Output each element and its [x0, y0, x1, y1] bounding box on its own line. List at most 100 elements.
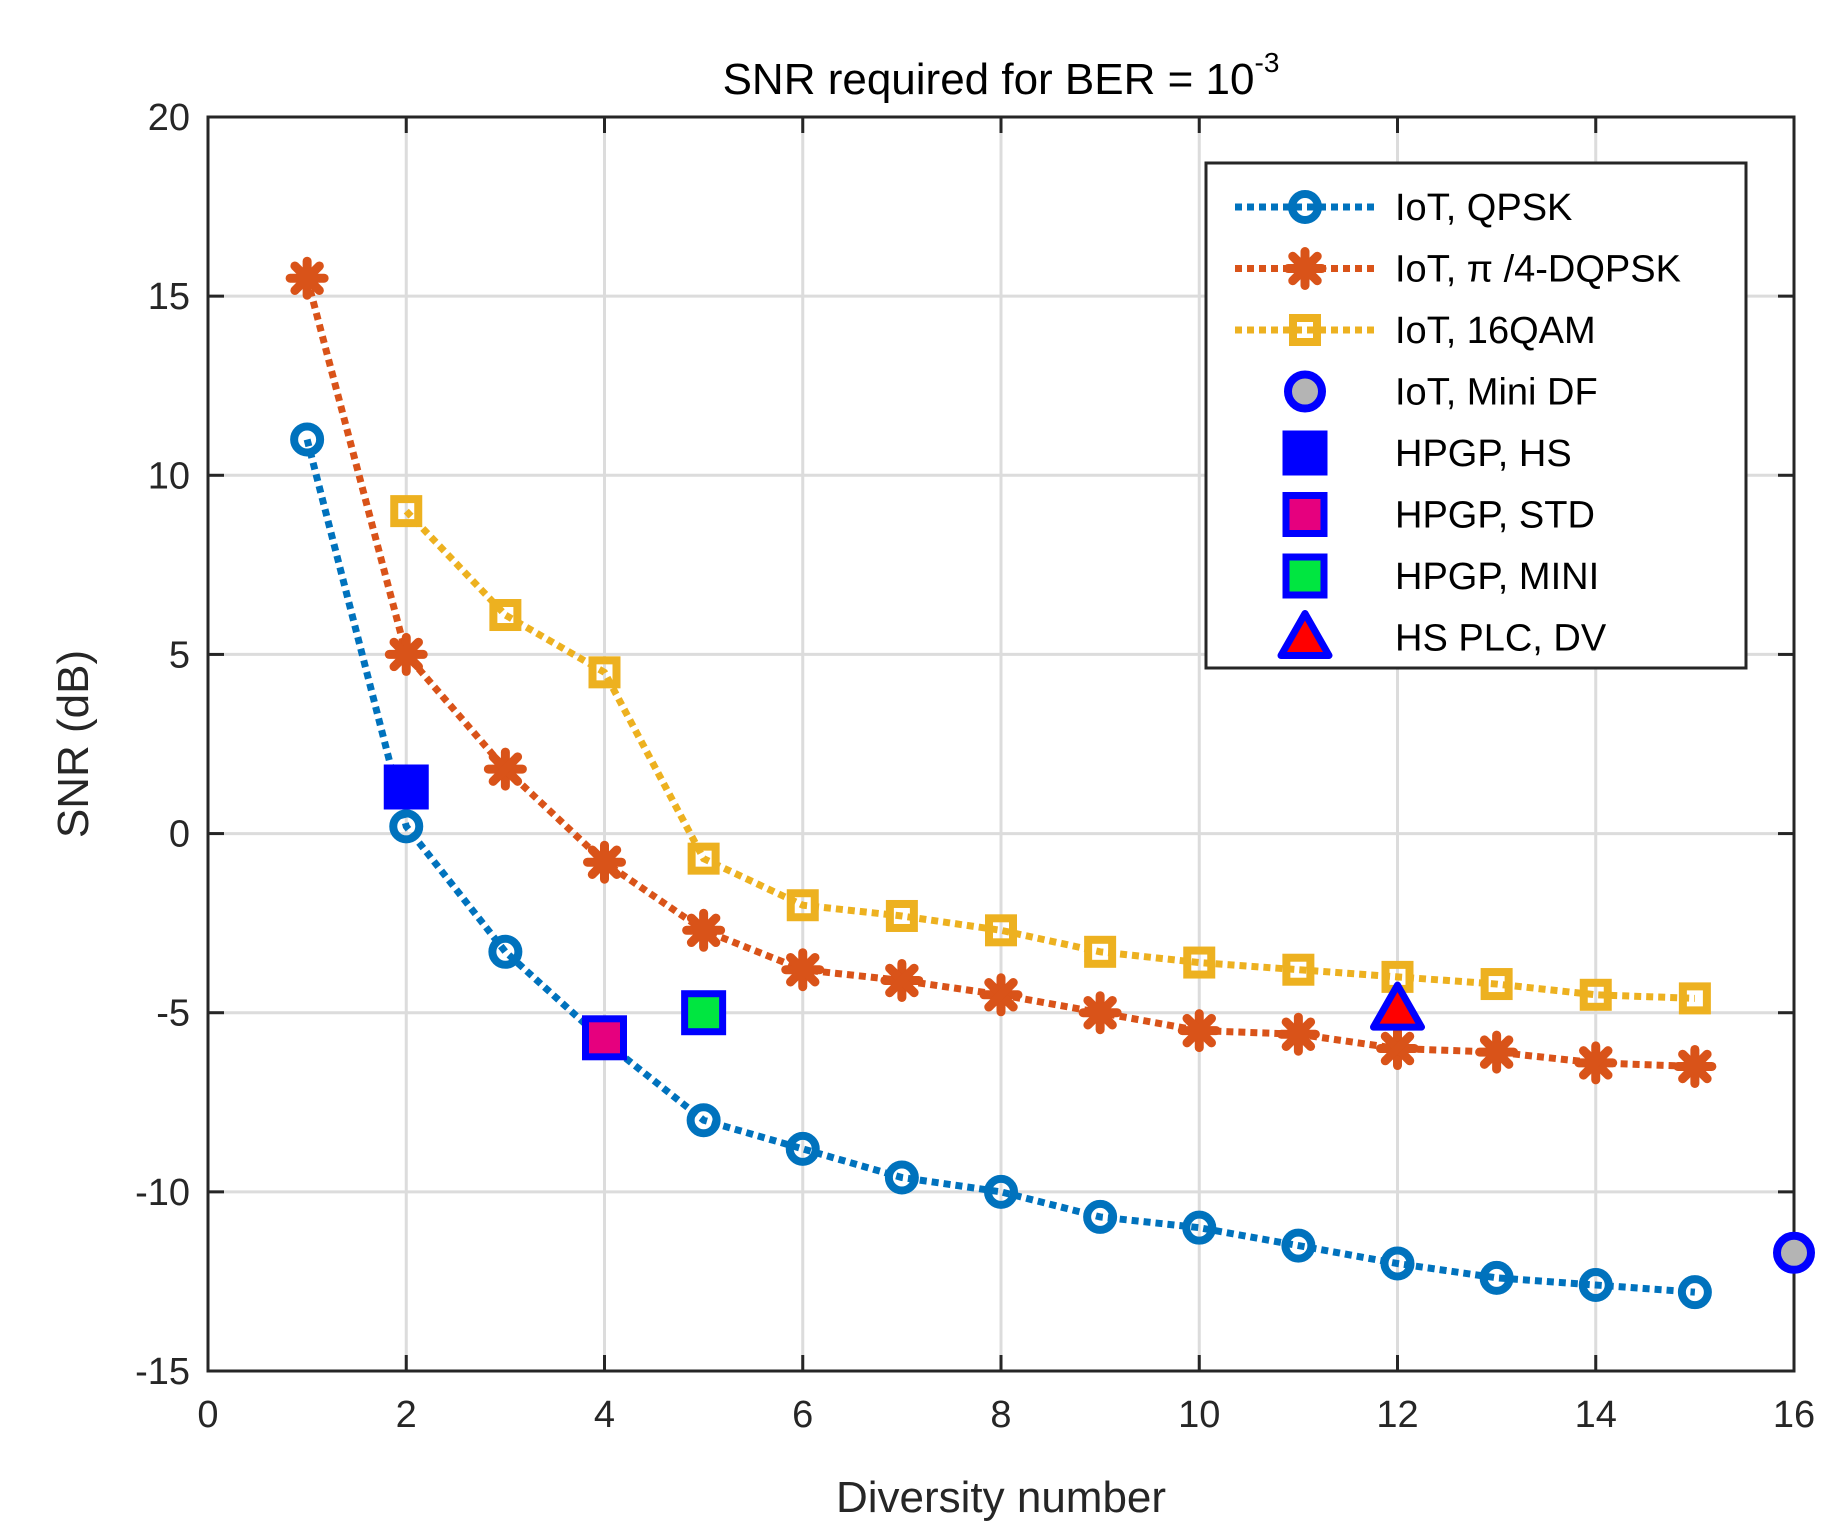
- chart-title: SNR required for BER = 10-3: [723, 47, 1280, 104]
- data-point: [1182, 1210, 1217, 1245]
- chart-title-exponent: -3: [1255, 47, 1280, 78]
- legend-item: IoT, π /4-DQPSK: [1235, 247, 1681, 291]
- data-point: [1276, 1012, 1320, 1056]
- legend-marker: [1282, 492, 1328, 537]
- x-tick-label: 4: [594, 1394, 615, 1436]
- x-tick-label: 16: [1773, 1394, 1815, 1436]
- data-point: [583, 840, 626, 884]
- x-tick-label: 10: [1178, 1394, 1220, 1436]
- asterisk-stroke: [389, 637, 423, 672]
- data-point: [1673, 1044, 1717, 1088]
- asterisk-stroke: [786, 952, 820, 987]
- data-point: [984, 1174, 1018, 1209]
- series-3: [1773, 1231, 1815, 1274]
- data-point: [582, 1015, 627, 1061]
- asterisk-stroke: [686, 913, 721, 948]
- asterisk-stroke: [984, 978, 1018, 1012]
- asterisk-stroke: [290, 261, 324, 295]
- legend-label: IoT, 16QAM: [1395, 310, 1596, 352]
- asterisk-stroke: [1288, 251, 1322, 286]
- x-tick-label: 8: [990, 1394, 1011, 1436]
- asterisk-stroke: [488, 752, 523, 786]
- asterisk-stroke: [1281, 1017, 1316, 1051]
- data-point: [880, 958, 924, 1002]
- x-tick-label: 2: [396, 1394, 417, 1436]
- data-point: [588, 656, 621, 689]
- series-6: [681, 990, 727, 1036]
- legend-label: HS PLC, DV: [1395, 618, 1607, 660]
- y-tick-label: -5: [156, 993, 190, 1035]
- x-tick-label: 0: [197, 1394, 218, 1436]
- legend-item: HPGP, HS: [1282, 430, 1572, 476]
- data-point: [785, 1131, 820, 1166]
- chart-title-main: SNR required for BER = 10: [723, 55, 1255, 104]
- data-point: [1282, 953, 1315, 986]
- data-point: [1479, 1260, 1514, 1295]
- data-point: [1773, 1231, 1815, 1274]
- legend-marker: [1284, 370, 1326, 413]
- data-point: [979, 973, 1023, 1017]
- data-point: [781, 948, 825, 992]
- y-tick-label: 20: [148, 97, 190, 139]
- series-2: [390, 495, 1711, 1015]
- legend-item: HPGP, STD: [1282, 492, 1595, 537]
- data-point: [686, 1103, 721, 1138]
- data-point: [1480, 968, 1513, 1001]
- legend-label: IoT, Mini DF: [1395, 372, 1598, 414]
- data-point: [384, 632, 428, 676]
- legend-items: IoT, QPSK IoT, π /4-DQPSK IoT, 16QAM IoT, M…: [1235, 187, 1681, 660]
- legend-marker: [1277, 610, 1333, 659]
- series-5: [582, 1015, 627, 1061]
- asterisk-stroke: [1678, 1049, 1712, 1084]
- data-point: [985, 914, 1017, 947]
- data-point: [1370, 981, 1425, 1031]
- asterisk-stroke: [1479, 1035, 1514, 1069]
- data-point: [1380, 1246, 1415, 1281]
- series-line: [303, 438, 1696, 1296]
- y-tick-label: 10: [148, 455, 190, 497]
- data-point: [682, 908, 726, 952]
- data-point: [290, 422, 325, 457]
- legend-marker: [1289, 314, 1321, 346]
- data-point: [390, 495, 423, 528]
- data-point: [1376, 1027, 1419, 1071]
- x-tick-label: 12: [1376, 1394, 1418, 1436]
- legend-item: HPGP, MINI: [1282, 553, 1599, 599]
- data-point: [1678, 982, 1711, 1015]
- data-point: [681, 990, 727, 1036]
- asterisk-stroke: [587, 845, 622, 879]
- x-axis-label: Diversity number: [836, 1473, 1166, 1522]
- data-point: [1083, 1199, 1118, 1234]
- legend-item: IoT, QPSK: [1235, 187, 1572, 229]
- series-4: [383, 764, 429, 810]
- legend-marker: [1282, 430, 1328, 476]
- legend-marker: [1283, 247, 1327, 290]
- data-point: [884, 1160, 919, 1195]
- asterisk-stroke: [1083, 995, 1117, 1030]
- legend-label: HPGP, STD: [1395, 495, 1595, 537]
- series-1: [285, 256, 1717, 1088]
- y-axis-label: SNR (dB): [49, 650, 98, 838]
- data-point: [285, 256, 329, 300]
- data-point: [389, 809, 424, 844]
- legend-item: IoT, 16QAM: [1235, 310, 1596, 352]
- y-tick-label: 5: [169, 634, 190, 676]
- axis-ticks: 0 2 4 6 8 10 12 14 16 -15 -10 -5 0 5 10 15 20: [135, 97, 1815, 1436]
- legend-label: IoT, π /4-DQPSK: [1395, 249, 1681, 291]
- legend: IoT, QPSK IoT, π /4-DQPSK IoT, 16QAM IoT, M…: [1204, 161, 1748, 670]
- legend-item: IoT, Mini DF: [1284, 370, 1598, 414]
- data-point: [1078, 991, 1122, 1035]
- data-series: [285, 256, 1815, 1310]
- legend-item: HS PLC, DV: [1277, 610, 1607, 660]
- y-tick-label: 0: [169, 814, 190, 856]
- asterisk-stroke: [1579, 1046, 1613, 1080]
- data-point: [489, 599, 522, 632]
- asterisk-stroke: [885, 963, 919, 998]
- legend-marker: [1288, 190, 1322, 224]
- asterisk-stroke: [1380, 1031, 1415, 1066]
- y-tick-label: -15: [135, 1351, 190, 1393]
- data-point: [1677, 1275, 1712, 1310]
- x-tick-label: 14: [1575, 1394, 1617, 1436]
- data-point: [1475, 1030, 1519, 1074]
